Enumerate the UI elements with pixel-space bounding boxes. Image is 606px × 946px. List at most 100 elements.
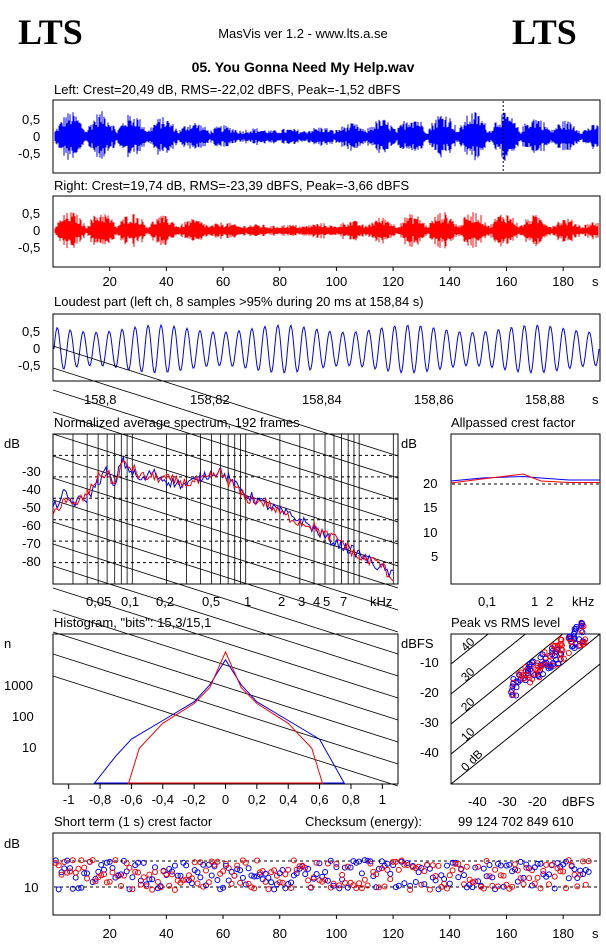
right-xunit: s — [592, 274, 599, 289]
spectrum-slope-line — [52, 367, 399, 479]
allpassed-frame — [450, 433, 601, 585]
short-term-point — [135, 869, 141, 876]
short-term-point — [375, 884, 382, 891]
short-term-point — [327, 857, 334, 864]
short-term-point — [568, 862, 575, 869]
short-term-tick-40: 40 — [159, 926, 173, 941]
right-waveform-tick-120: 120 — [382, 274, 404, 289]
pvr-point — [582, 636, 589, 643]
short-term-point — [475, 863, 482, 870]
short-term-point — [574, 883, 581, 890]
short-term-point — [472, 864, 479, 871]
short-term-point — [585, 858, 592, 865]
right-waveform-tick-140: 140 — [439, 274, 461, 289]
short-term-point — [361, 876, 368, 883]
spectrum-xtick-2: 2 — [278, 594, 285, 609]
short-term-point — [585, 868, 592, 875]
short-term-point — [228, 868, 235, 875]
short-term-point — [418, 881, 425, 888]
short-term-point — [571, 866, 578, 873]
short-term-point — [341, 864, 348, 871]
short-term-point — [390, 858, 397, 865]
short-term-point — [67, 868, 73, 875]
short-term-tick-180: 180 — [552, 926, 574, 941]
short-term-points — [52, 857, 592, 893]
short-term-point — [358, 870, 365, 877]
pvr-point — [558, 636, 565, 643]
pvr-ytick-40: -40 — [420, 745, 439, 760]
short-term-point — [461, 872, 467, 879]
short-term-point — [200, 883, 207, 890]
short-term-point — [367, 858, 374, 865]
short-term-point — [313, 859, 320, 866]
short-term-point — [58, 869, 65, 876]
loudest-xunit: s — [592, 392, 599, 407]
short-term-point — [517, 858, 524, 865]
short-term-point — [392, 884, 399, 891]
short-term-point — [225, 877, 232, 884]
short-term-crest-title: Short term (1 s) crest factor — [54, 814, 213, 829]
pvr-point — [533, 666, 539, 673]
short-term-point — [75, 885, 82, 892]
short-term-point — [188, 880, 195, 887]
short-term-point — [69, 885, 76, 892]
short-term-point — [282, 885, 289, 892]
short-term-point — [483, 873, 490, 880]
allpassed-ytick-5: 5 — [431, 549, 438, 564]
right-waveform-path — [54, 212, 599, 249]
short-term-point — [424, 861, 431, 868]
app-title: MasVis ver 1.2 - www.lts.a.se — [218, 26, 388, 41]
spectrum-xtick-4: 4 — [313, 594, 320, 609]
spectrum-slope-line — [52, 411, 399, 523]
short-term-point — [271, 886, 278, 893]
pvr-point — [552, 648, 559, 655]
short-term-point — [313, 871, 320, 877]
short-term-point — [483, 858, 490, 864]
short-term-point — [520, 881, 527, 887]
short-term-point — [103, 879, 110, 886]
left-ytick-pos: 0,5 — [22, 112, 40, 127]
short-term-point — [220, 868, 227, 875]
spectrum-ytick-60: -60 — [22, 518, 41, 533]
spectrum-ytick-80: -80 — [22, 554, 41, 569]
spectrum-slope-line — [52, 587, 399, 699]
right-waveform-tick-180: 180 — [552, 274, 574, 289]
short-term-point — [239, 874, 246, 881]
short-term-point — [347, 864, 354, 871]
short-term-point — [231, 872, 238, 879]
short-term-tick-160: 160 — [496, 926, 518, 941]
spectrum-xtick-05: 0,5 — [202, 594, 220, 609]
short-term-point — [322, 876, 329, 883]
loudest-xtick-3: 158,84 — [302, 392, 342, 407]
short-term-point — [171, 862, 178, 869]
histogram-xtick: 0,4 — [279, 792, 297, 807]
histogram-left-series — [93, 658, 346, 785]
short-term-point — [412, 879, 419, 885]
short-term-point — [316, 877, 323, 884]
spectrum-slope-line — [52, 675, 399, 787]
short-term-point — [526, 875, 533, 882]
short-term-point — [86, 858, 93, 865]
short-term-point — [330, 880, 337, 887]
short-term-point — [84, 875, 90, 882]
spectrum-left-series — [52, 455, 394, 579]
pvr-xtick-40: -40 — [468, 794, 487, 809]
short-term-point — [458, 866, 465, 873]
short-term-point — [551, 873, 558, 880]
short-term-point — [486, 862, 493, 868]
spectrum-title: Normalized average spectrum, 192 frames — [54, 415, 300, 430]
short-term-point — [222, 860, 229, 867]
short-term-point — [234, 866, 241, 873]
pvr-point — [571, 633, 577, 640]
pvr-point — [538, 663, 545, 670]
pvr-point — [531, 672, 538, 679]
histogram-xtick: -0,6 — [120, 792, 142, 807]
short-term-point — [290, 857, 297, 864]
short-term-point — [531, 864, 538, 871]
short-term-point — [472, 878, 479, 885]
loudest-part-frame — [52, 313, 601, 382]
allpassed-ytick-15: 15 — [423, 500, 437, 515]
short-term-point — [205, 861, 212, 868]
loudest-ytick-neg: -0,5 — [18, 358, 40, 373]
right-ytick-zero: 0 — [33, 223, 40, 238]
